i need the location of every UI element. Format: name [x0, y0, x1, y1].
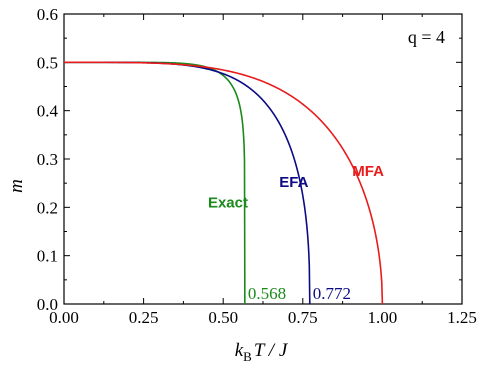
- x-axis-title-rest: T / J: [254, 340, 289, 361]
- x-axis-title-sub: B: [243, 349, 252, 364]
- x-tick-label: 0.50: [208, 308, 238, 327]
- series-label-exact: Exact: [208, 194, 248, 211]
- plot-frame: [63, 13, 463, 305]
- q-annotation: q = 4: [408, 27, 445, 47]
- x-tick-label: 0.00: [49, 308, 79, 327]
- x-tick-label: 1.25: [447, 308, 477, 327]
- series-label-efa: EFA: [279, 174, 308, 191]
- series-label-mfa: MFA: [352, 163, 384, 180]
- y-tick-label: 0.6: [37, 5, 58, 24]
- labels-layer: Exact 0.568 EFA 0.772 MFA: [208, 163, 384, 303]
- x-tick-label: 1.00: [368, 308, 398, 327]
- y-tick-label: 0.4: [37, 102, 59, 121]
- y-axis-title: m: [6, 179, 27, 193]
- y-tick-label: 0.1: [37, 247, 58, 266]
- y-tick-label: 0.3: [37, 150, 58, 169]
- axes-layer: 0.00 0.25 0.50 0.75 1.00 1.25 0.0 0.1 0.2 0.3 0.4 0…: [37, 5, 477, 327]
- x-axis-title: kB T / J: [235, 340, 289, 364]
- series-line-mfa: [64, 61, 384, 305]
- series-line-exact: [64, 61, 246, 305]
- x-tick-label: 0.75: [288, 308, 318, 327]
- series-layer: [64, 61, 384, 305]
- x-tick-label: 0.25: [129, 308, 159, 327]
- series-line-efa: [64, 61, 311, 305]
- x-axis-title-main: k: [235, 340, 244, 361]
- y-tick-label: 0.5: [37, 53, 58, 72]
- tc-label-efa: 0.772: [313, 284, 351, 303]
- y-tick-label: 0.2: [37, 198, 58, 217]
- y-tick-label: 0.0: [37, 295, 58, 314]
- tc-label-exact: 0.568: [248, 284, 286, 303]
